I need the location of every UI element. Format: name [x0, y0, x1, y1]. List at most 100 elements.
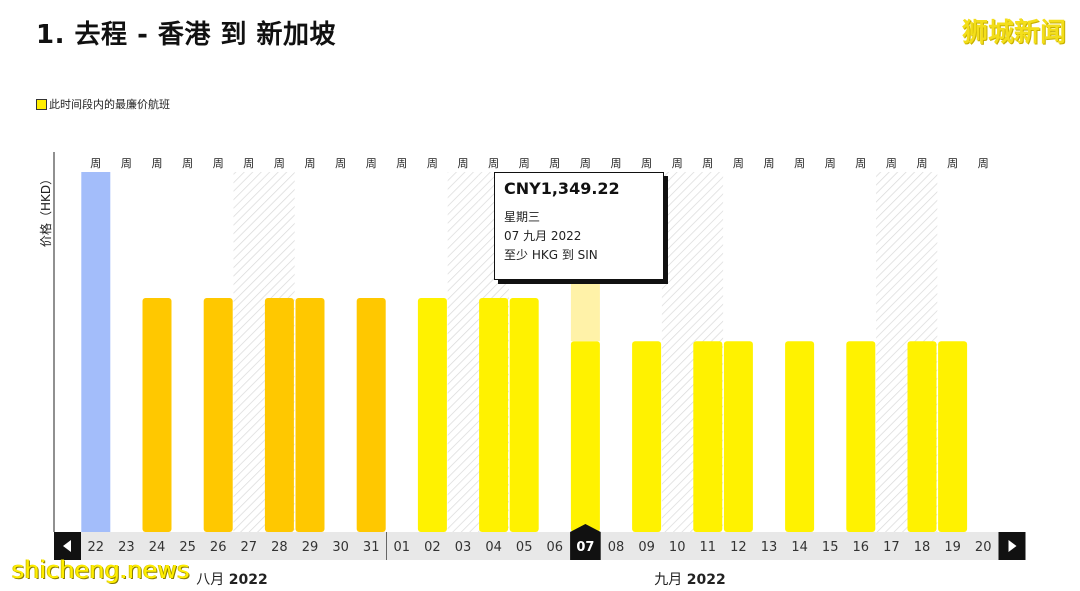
x-tick-label[interactable]: 07 [576, 540, 594, 555]
x-tick-label[interactable]: 04 [485, 540, 502, 555]
week-label: 周 [182, 157, 193, 170]
tooltip-date: 07 九月 2022 [504, 229, 582, 243]
bar-16[interactable] [846, 341, 876, 532]
x-tick-label[interactable]: 30 [332, 540, 349, 555]
week-label: 周 [427, 157, 438, 170]
chevron-left-icon [63, 540, 71, 552]
bar-22[interactable] [81, 172, 111, 532]
legend-label: 此时间段内的最廉价航班 [49, 98, 170, 111]
x-tick-label[interactable]: 19 [944, 540, 961, 555]
tooltip-route: 至少 HKG 到 SIN [504, 248, 598, 262]
week-label: 周 [978, 157, 989, 170]
week-label: 周 [213, 157, 224, 170]
x-tick-label[interactable]: 28 [271, 540, 288, 555]
x-tick-label[interactable]: 11 [700, 540, 717, 555]
x-tick-label[interactable]: 02 [424, 540, 441, 555]
brand-logo: 狮城新闻 [961, 18, 1066, 48]
month-label: 九月 2022 [654, 572, 725, 588]
x-tick-label[interactable]: 26 [210, 540, 227, 555]
week-label: 周 [733, 157, 744, 170]
x-tick-label[interactable]: 25 [179, 540, 196, 555]
week-label: 周 [519, 157, 530, 170]
weekend-band [233, 172, 265, 532]
weekend-band [447, 172, 479, 532]
bar-hover-highlight [570, 280, 600, 342]
week-label: 周 [305, 157, 316, 170]
x-tick-label[interactable]: 05 [516, 540, 533, 555]
week-label: 周 [488, 157, 499, 170]
bar-28[interactable] [264, 298, 294, 532]
x-tick-label[interactable]: 13 [761, 540, 778, 555]
month-label: 八月 2022 [196, 572, 267, 588]
x-axis-strip [80, 532, 999, 560]
selected-day-cell [570, 532, 601, 560]
x-tick-label[interactable]: 22 [88, 540, 105, 555]
week-label: 周 [825, 157, 836, 170]
x-tick-label[interactable]: 06 [547, 540, 564, 555]
x-tick-label[interactable]: 01 [394, 540, 411, 555]
week-label: 周 [396, 157, 407, 170]
page-title: 1. 去程 - 香港 到 新加坡 [36, 20, 337, 50]
week-label: 周 [611, 157, 622, 170]
week-label: 周 [549, 157, 560, 170]
bar-19[interactable] [938, 341, 968, 532]
week-label: 周 [886, 157, 897, 170]
week-label: 周 [243, 157, 254, 170]
week-label: 周 [764, 157, 775, 170]
x-tick-label[interactable]: 29 [302, 540, 319, 555]
bar-04[interactable] [479, 298, 509, 532]
week-label: 周 [152, 157, 163, 170]
week-label: 周 [458, 157, 469, 170]
bar-05[interactable] [509, 298, 539, 532]
week-label: 周 [947, 157, 958, 170]
bar-07[interactable] [570, 341, 600, 532]
x-tick-label[interactable]: 14 [791, 540, 808, 555]
x-tick-label[interactable]: 20 [975, 540, 992, 555]
weekend-band [876, 172, 907, 532]
week-label: 周 [641, 157, 652, 170]
weekend-band [661, 172, 693, 532]
price-tooltip: CNY1,349.22 星期三 07 九月 2022 至少 HKG 到 SIN [494, 172, 664, 280]
bar-12[interactable] [723, 341, 753, 532]
x-tick-label[interactable]: 10 [669, 540, 686, 555]
x-tick-label[interactable]: 15 [822, 540, 839, 555]
week-label: 周 [580, 157, 591, 170]
week-label: 周 [702, 157, 713, 170]
x-tick-label[interactable]: 03 [455, 540, 472, 555]
bar-24[interactable] [142, 298, 172, 532]
x-tick-label[interactable]: 08 [608, 540, 625, 555]
x-tick-label[interactable]: 24 [149, 540, 166, 555]
bar-09[interactable] [632, 341, 662, 532]
bar-31[interactable] [356, 298, 386, 532]
x-tick-label[interactable]: 16 [853, 540, 870, 555]
x-tick-label[interactable]: 27 [241, 540, 258, 555]
week-label: 周 [917, 157, 928, 170]
week-label: 周 [274, 157, 285, 170]
week-label: 周 [90, 157, 101, 170]
bar-29[interactable] [295, 298, 325, 532]
x-tick-label[interactable]: 23 [118, 540, 135, 555]
week-label: 周 [366, 157, 377, 170]
tooltip-weekday: 星期三 [504, 210, 541, 224]
week-label: 周 [794, 157, 805, 170]
bar-11[interactable] [693, 341, 723, 532]
chevron-right-icon [1008, 540, 1017, 552]
x-tick-label[interactable]: 09 [638, 540, 655, 555]
y-axis-label: 价格（HKD） [38, 173, 53, 247]
bar-14[interactable] [785, 341, 815, 532]
bar-26[interactable] [203, 298, 233, 532]
week-label: 周 [672, 157, 683, 170]
x-tick-label[interactable]: 12 [730, 540, 747, 555]
x-tick-label[interactable]: 18 [914, 540, 931, 555]
legend-swatch [36, 98, 47, 110]
watermark: shicheng.news [12, 556, 190, 584]
tooltip-price: CNY1,349.22 [504, 179, 620, 198]
week-label: 周 [855, 157, 866, 170]
bar-18[interactable] [907, 341, 937, 532]
legend: 此时间段内的最廉价航班 [36, 96, 170, 112]
week-label: 周 [335, 157, 346, 170]
bar-02[interactable] [417, 298, 447, 532]
x-tick-label[interactable]: 17 [883, 540, 900, 555]
x-tick-label[interactable]: 31 [363, 540, 380, 555]
